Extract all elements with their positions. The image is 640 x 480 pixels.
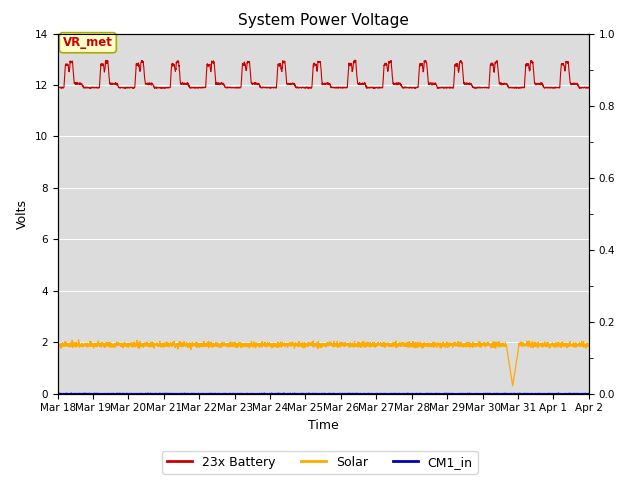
Text: VR_met: VR_met [63, 36, 113, 49]
Legend: 23x Battery, Solar, CM1_in: 23x Battery, Solar, CM1_in [163, 451, 477, 474]
Solar [518, 343, 525, 348]
CM1_in [146, 391, 154, 396]
CM1_in [115, 391, 122, 396]
23x Battery [146, 81, 154, 87]
23x Battery [575, 83, 582, 89]
CM1_in [585, 391, 593, 396]
X-axis label: Time: Time [308, 419, 339, 432]
23x Battery [257, 85, 265, 91]
Solar [146, 341, 154, 347]
CM1_in [54, 391, 62, 396]
23x Battery [518, 84, 525, 90]
CM1_in [281, 391, 289, 396]
Title: System Power Voltage: System Power Voltage [238, 13, 408, 28]
23x Battery [280, 59, 288, 65]
Solar [54, 340, 61, 346]
CM1_in [54, 391, 61, 396]
Solar [75, 337, 83, 343]
CM1_in [575, 391, 582, 396]
Solar [115, 343, 122, 348]
23x Battery [585, 85, 593, 91]
Line: 23x Battery: 23x Battery [58, 60, 589, 88]
Line: Solar: Solar [58, 340, 589, 386]
Solar [585, 341, 593, 347]
23x Battery [54, 84, 61, 90]
CM1_in [268, 390, 276, 396]
Solar [575, 343, 582, 348]
Solar [509, 383, 516, 389]
CM1_in [518, 391, 525, 396]
23x Battery [411, 85, 419, 91]
Solar [258, 340, 266, 346]
Y-axis label: Volts: Volts [16, 199, 29, 228]
CM1_in [258, 391, 266, 396]
23x Battery [352, 57, 360, 63]
23x Battery [115, 84, 122, 89]
Solar [281, 340, 289, 346]
